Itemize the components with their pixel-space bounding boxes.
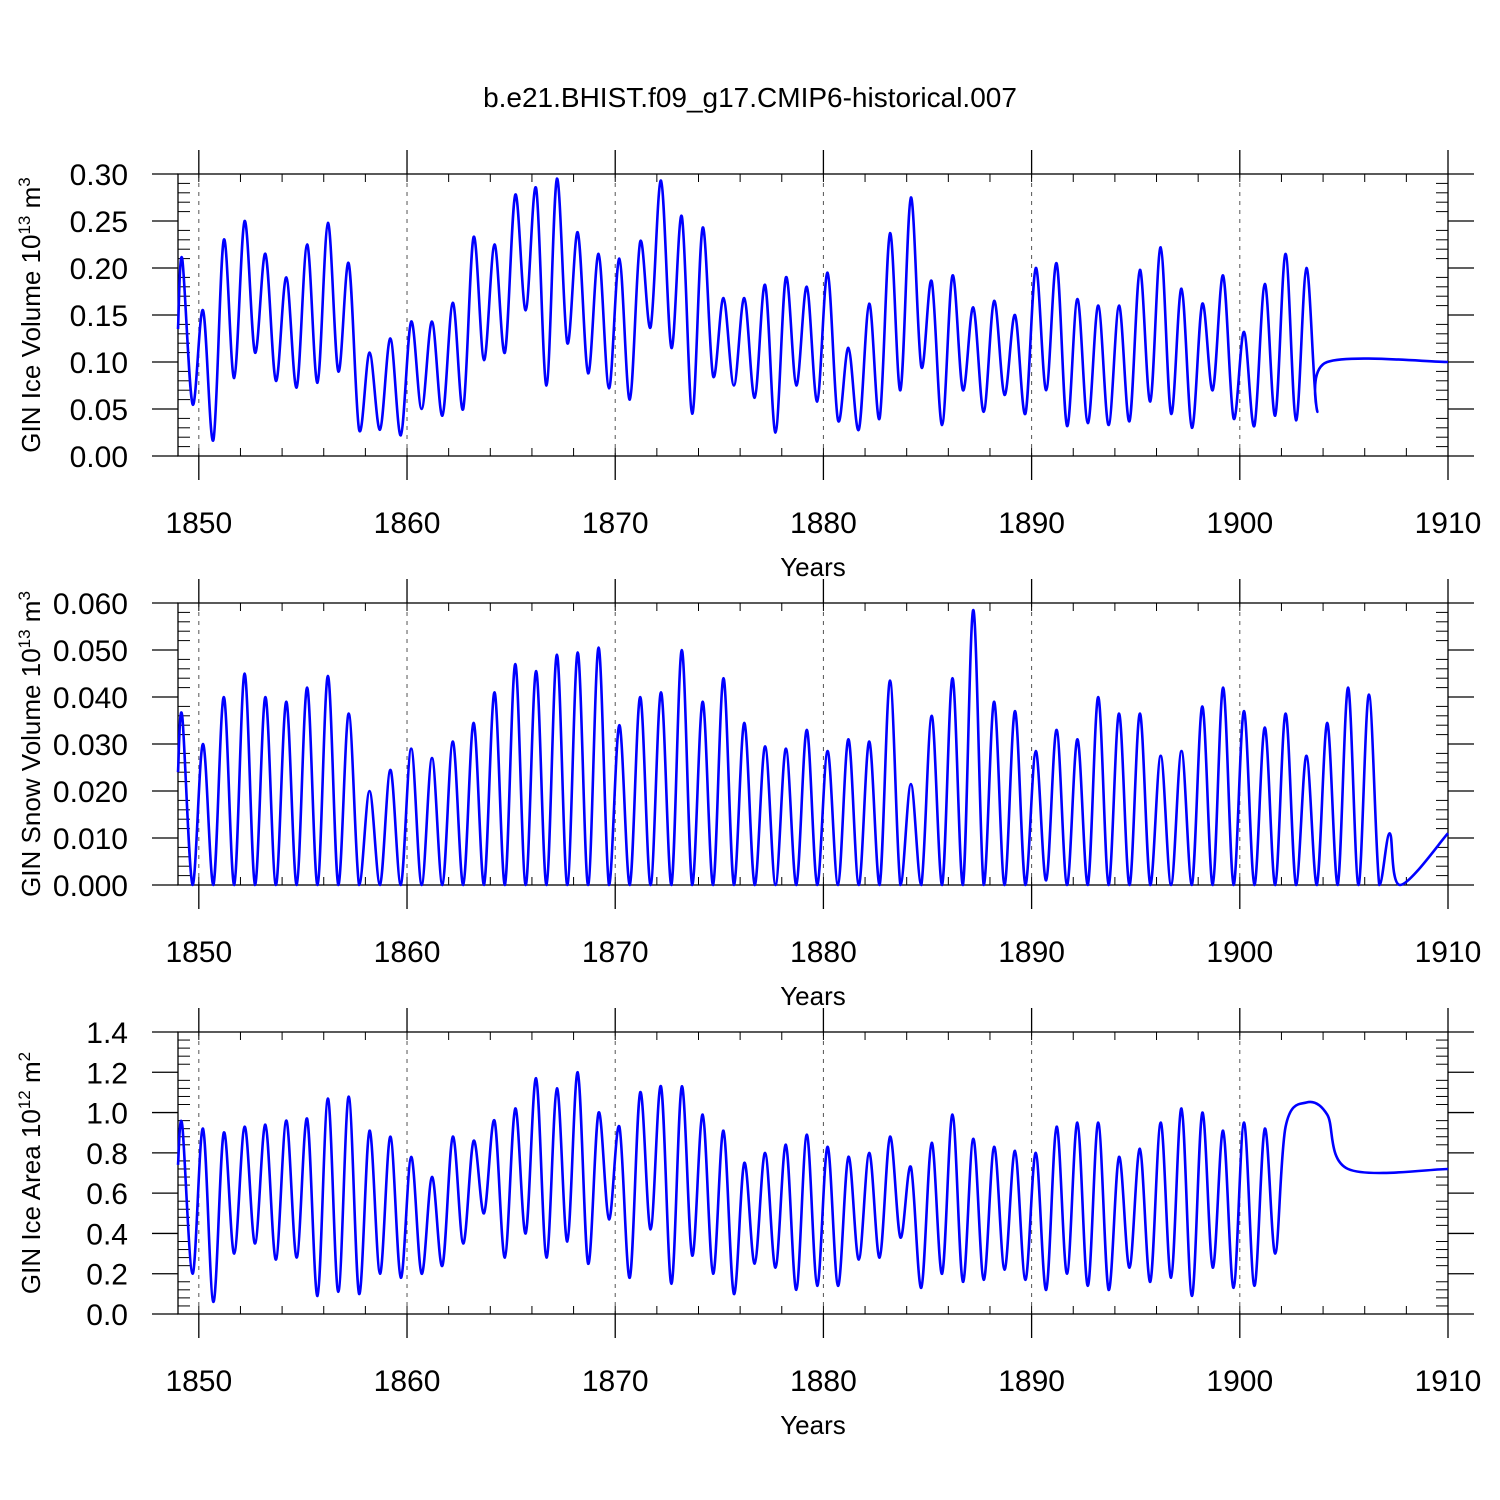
y-tick-label: 0.20 [70, 253, 128, 286]
y-tick-label: 0.25 [70, 206, 128, 239]
y-tick-label: 0.060 [53, 588, 128, 621]
y-tick-label: 0.10 [70, 347, 128, 380]
x-tick-label: 1890 [998, 1365, 1065, 1398]
x-tick-label: 1860 [374, 1365, 441, 1398]
x-tick-label: 1880 [790, 1365, 857, 1398]
x-tick-label: 1850 [165, 1365, 232, 1398]
x-axis-title: Years [780, 1410, 846, 1440]
y-tick-label: 0.030 [53, 729, 128, 762]
series-line [176, 1070, 1449, 1304]
plot-frame [177, 173, 1449, 457]
x-tick-label: 1850 [165, 936, 232, 969]
y-tick-label: 0.4 [86, 1218, 128, 1251]
y-tick-label: 0.8 [86, 1138, 128, 1171]
y-tick-label: 1.0 [86, 1098, 128, 1131]
y-axis-title-part: 12 [15, 1090, 34, 1109]
y-tick-label: 0.010 [53, 823, 128, 856]
y-tick-label: 0.00 [70, 441, 128, 474]
y-axis-title: GIN Ice Area 1012 m2 [15, 1052, 46, 1294]
y-axis-title-part: 3 [15, 591, 34, 600]
y-tick-label: 0.0 [86, 1299, 128, 1332]
y-tick-label: 0.020 [53, 776, 128, 809]
x-tick-label: 1870 [582, 507, 649, 540]
y-tick-label: 0.040 [53, 682, 128, 715]
x-tick-label: 1910 [1415, 507, 1482, 540]
panel-snow-volume: 1850 1860 1870 1880 1890 1900 1910 0.000 0.010 0.… [15, 579, 1481, 1011]
panel-ice-volume: 1850 1860 1870 1880 1890 1900 1910 0.00 0.05 0.10… [15, 150, 1481, 582]
y-axis-title-part: GIN Ice Area 10 [16, 1109, 46, 1294]
x-tick-label: 1900 [1206, 1365, 1273, 1398]
y-tick-label: 0.000 [53, 870, 128, 903]
y-axis-title-part: m [16, 187, 46, 216]
x-tick-label: 1880 [790, 936, 857, 969]
x-tick-label: 1850 [165, 507, 232, 540]
x-axis-title: Years [780, 552, 846, 582]
y-tick-label: 0.2 [86, 1259, 128, 1292]
x-tick-label: 1890 [998, 507, 1065, 540]
y-axis-title-part: 3 [15, 177, 34, 186]
x-tick-label: 1910 [1415, 936, 1482, 969]
x-tick-label: 1870 [582, 936, 649, 969]
x-tick-label: 1880 [790, 507, 857, 540]
x-tick-label: 1860 [374, 507, 441, 540]
y-tick-label: 0.05 [70, 394, 128, 427]
series-line [176, 177, 1449, 442]
y-axis-title-part: m [16, 1061, 46, 1090]
y-axis-title: GIN Snow Volume 1013 m3 [15, 591, 46, 897]
plot-frame [177, 1031, 1449, 1315]
y-axis-title-part: 13 [15, 629, 34, 648]
y-axis-title-part: 2 [15, 1052, 34, 1061]
y-tick-label: 1.4 [86, 1017, 128, 1050]
panel-ice-area: 1850 1860 1870 1880 1890 1900 1910 0.0 0.2 0.4 0.6… [15, 1008, 1481, 1440]
chart-title: b.e21.BHIST.f09_g17.CMIP6-historical.007 [483, 82, 1017, 113]
y-axis-title-part: 13 [15, 216, 34, 235]
y-axis-title-part: GIN Ice Volume 10 [16, 235, 46, 453]
y-tick-label: 0.15 [70, 300, 128, 333]
x-tick-label: 1900 [1206, 936, 1273, 969]
y-tick-label: 0.30 [70, 159, 128, 192]
y-tick-label: 0.6 [86, 1178, 128, 1211]
x-tick-label: 1890 [998, 936, 1065, 969]
y-tick-label: 1.2 [86, 1057, 128, 1090]
x-axis-title: Years [780, 981, 846, 1011]
y-axis-title-part: GIN Snow Volume 10 [16, 648, 46, 897]
x-tick-label: 1860 [374, 936, 441, 969]
y-axis-title: GIN Ice Volume 1013 m3 [15, 177, 46, 453]
y-tick-label: 0.050 [53, 635, 128, 668]
y-axis-title-part: m [16, 601, 46, 630]
x-tick-label: 1900 [1206, 507, 1273, 540]
x-tick-label: 1870 [582, 1365, 649, 1398]
series-line [176, 608, 1449, 887]
x-tick-label: 1910 [1415, 1365, 1482, 1398]
